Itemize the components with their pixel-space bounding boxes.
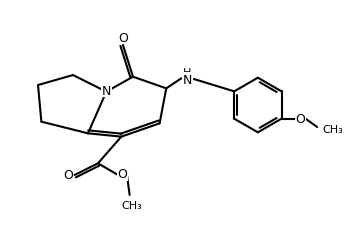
Text: N: N <box>183 73 192 86</box>
Text: O: O <box>118 32 128 45</box>
Text: CH₃: CH₃ <box>322 125 343 135</box>
Text: N: N <box>102 84 111 97</box>
Text: O: O <box>117 168 127 181</box>
Text: O: O <box>295 113 306 126</box>
Text: CH₃: CH₃ <box>121 200 142 210</box>
Text: O: O <box>63 169 73 182</box>
Text: H: H <box>183 67 191 77</box>
